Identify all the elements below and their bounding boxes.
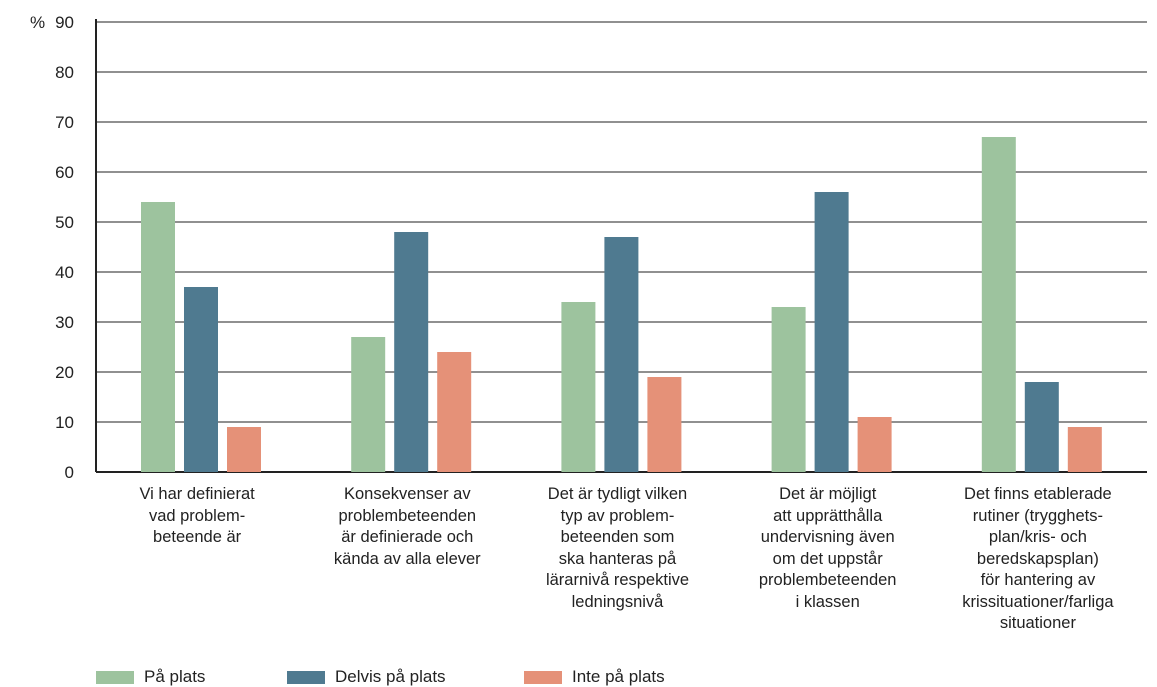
x-category-label: Konsekvenser av problembeteenden är defi… xyxy=(333,485,481,568)
y-tick-label: 60 xyxy=(55,163,74,182)
legend-item: På plats xyxy=(96,667,205,687)
bar xyxy=(604,237,639,472)
y-tick-label: 30 xyxy=(55,313,74,332)
y-tick-label: 70 xyxy=(55,113,74,132)
bar xyxy=(351,337,386,472)
y-tick-label: 40 xyxy=(55,263,74,282)
x-category-label: Det finns etablerade rutiner (trygghets-… xyxy=(962,485,1114,632)
legend-item: Delvis på plats xyxy=(287,667,446,687)
y-tick-label: 50 xyxy=(55,213,74,232)
bar xyxy=(561,302,596,472)
bar xyxy=(437,352,472,472)
bar xyxy=(814,192,849,472)
bar xyxy=(1067,427,1102,472)
bar xyxy=(227,427,261,472)
y-tick-label: 80 xyxy=(55,63,74,82)
legend-swatch xyxy=(524,670,562,684)
bar xyxy=(771,307,806,472)
bar xyxy=(141,202,175,472)
bar xyxy=(184,287,218,472)
y-tick-label: 0 xyxy=(65,463,74,482)
y-tick-label: 20 xyxy=(55,363,74,382)
y-tick-label: 90 xyxy=(55,13,74,32)
x-category-label: Det är tydligt vilken typ av problem- be… xyxy=(545,485,690,611)
bar xyxy=(647,377,682,472)
legend-item: Inte på plats xyxy=(524,667,665,687)
x-category-label: Det är möjligt att upprätthålla undervis… xyxy=(758,485,897,611)
y-tick-label: 10 xyxy=(55,413,74,432)
legend-label: På plats xyxy=(144,667,206,686)
legend-swatch xyxy=(287,670,325,684)
bar xyxy=(1024,382,1059,472)
x-category-label: Vi har definierat vad problem- beteende … xyxy=(139,485,255,546)
bar xyxy=(981,137,1016,472)
y-unit-label: % xyxy=(30,13,45,32)
bar xyxy=(394,232,429,472)
legend-label: Inte på plats xyxy=(572,667,665,686)
legend-label: Delvis på plats xyxy=(335,667,446,686)
legend-swatch xyxy=(96,670,134,684)
bar xyxy=(857,417,892,472)
